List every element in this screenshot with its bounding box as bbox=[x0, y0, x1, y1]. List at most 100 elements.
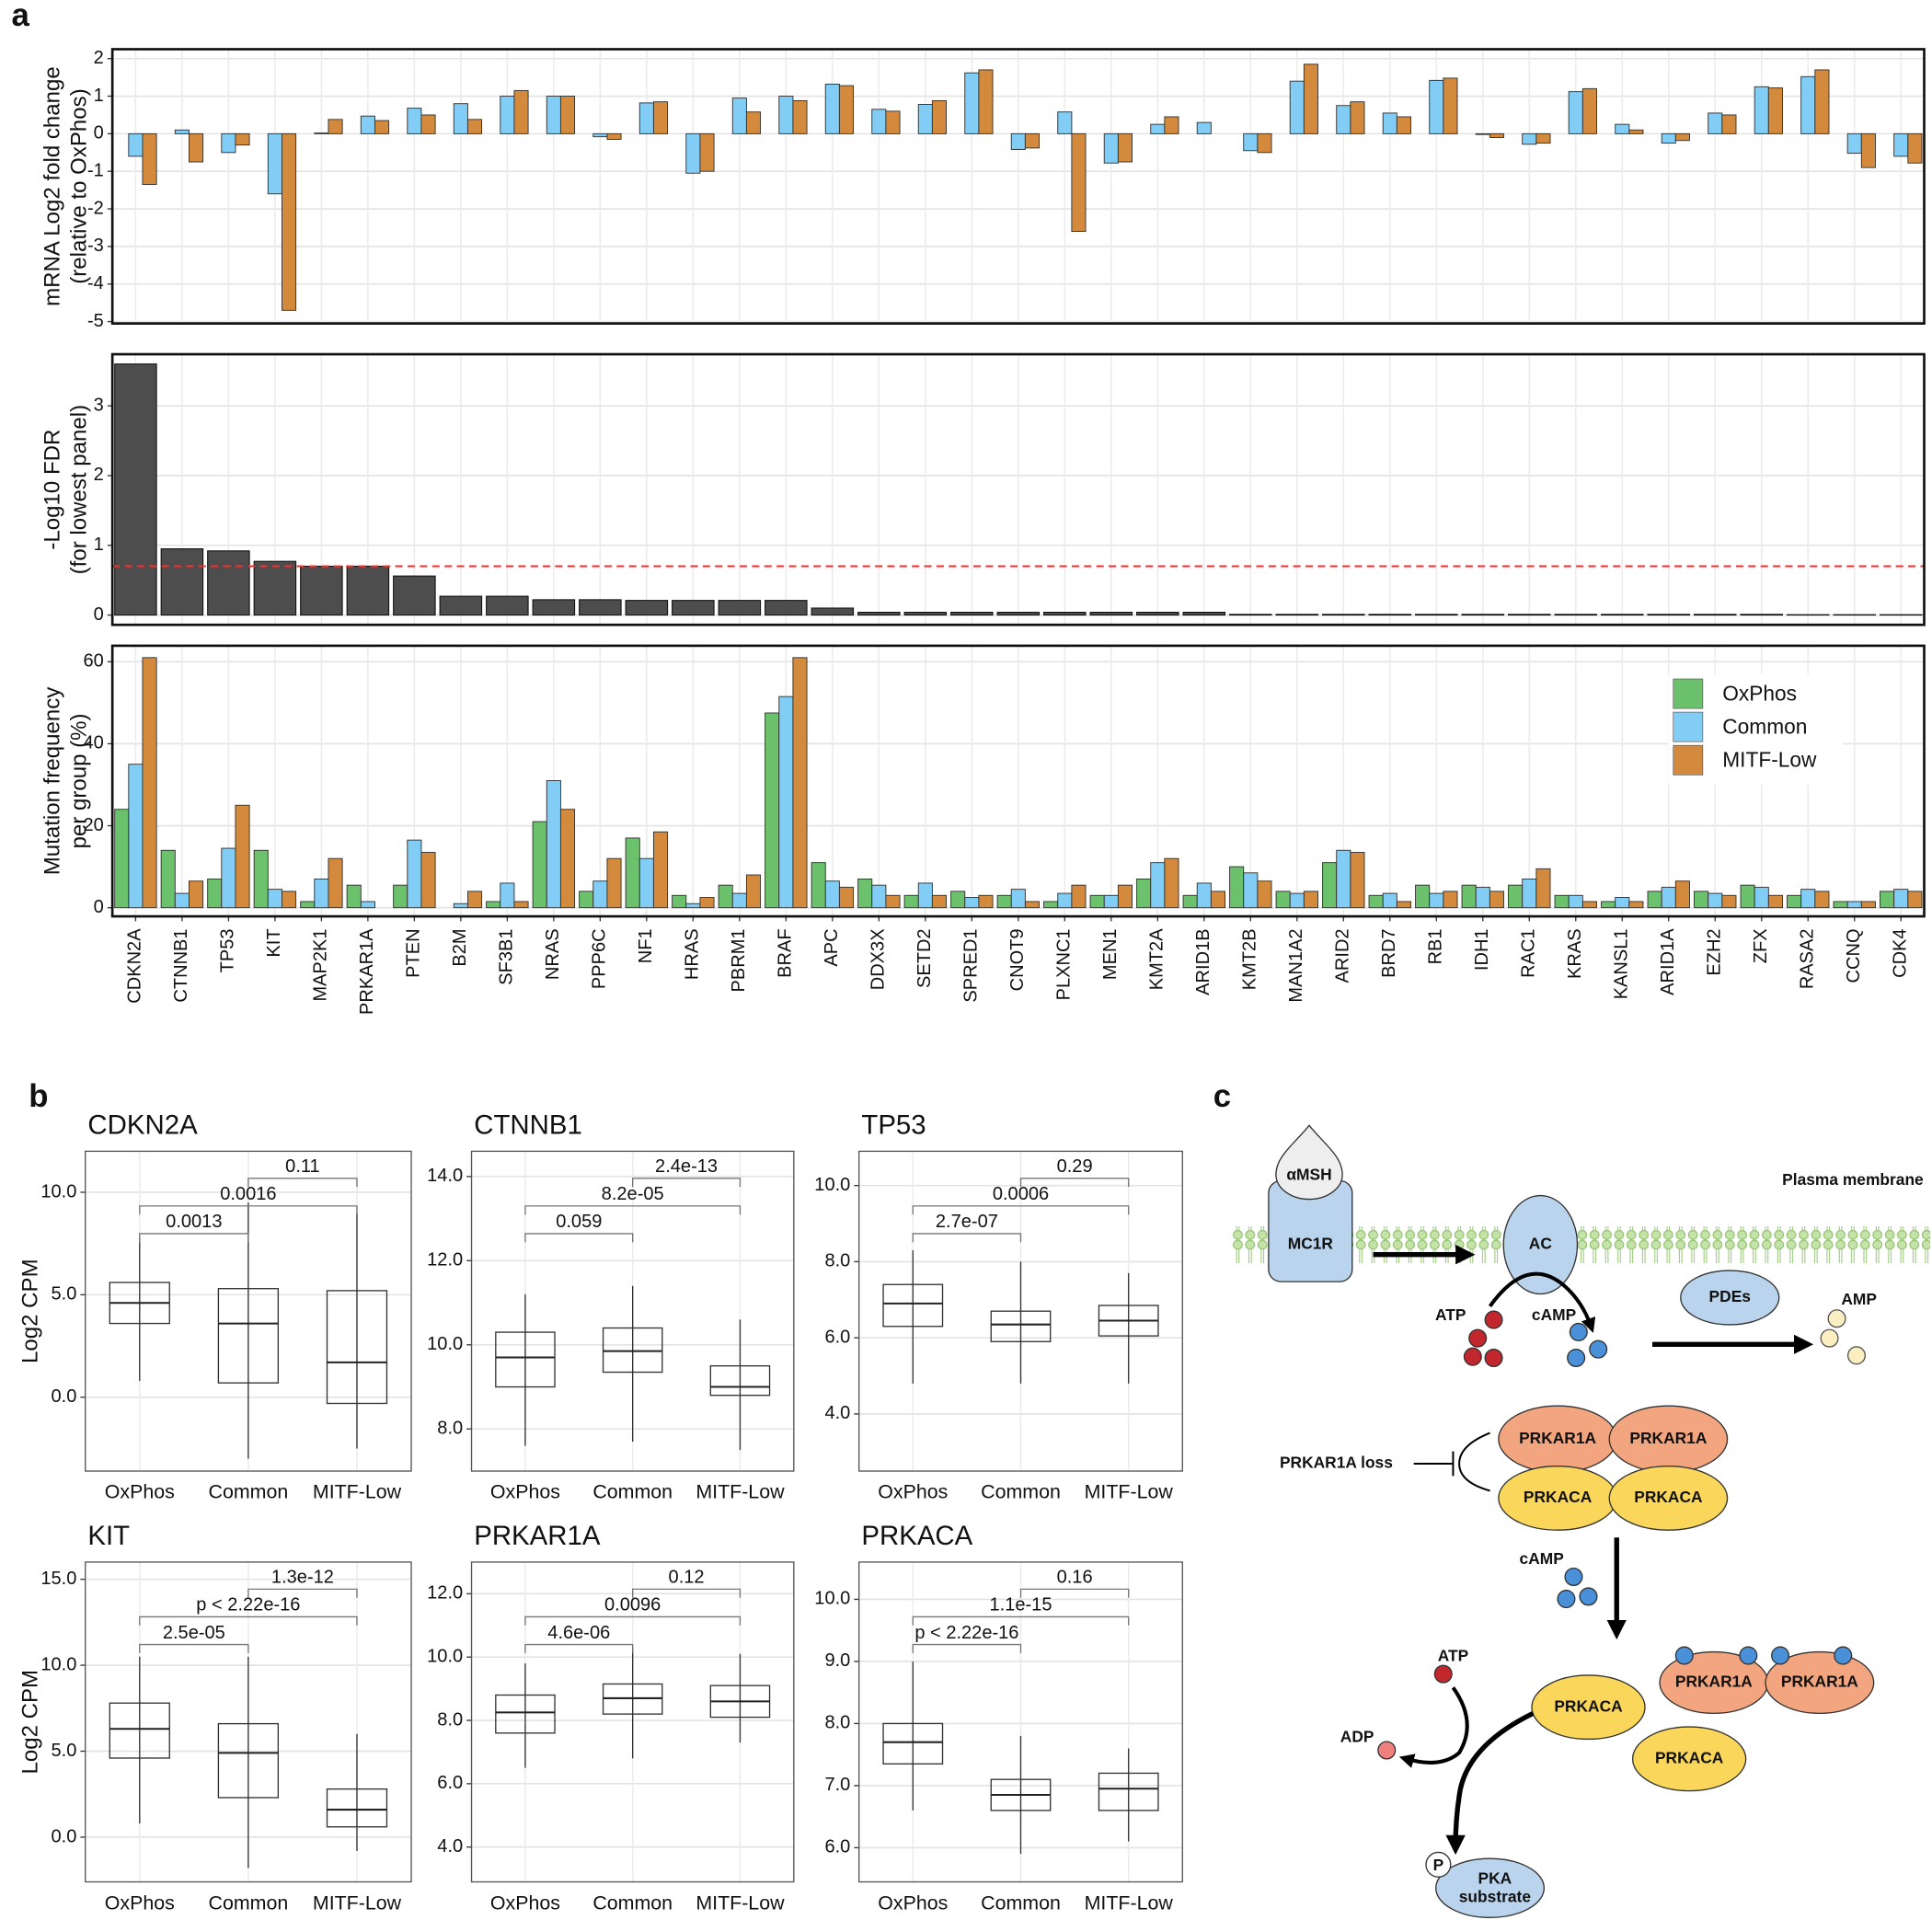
panel-label: b bbox=[29, 1079, 48, 1114]
box bbox=[882, 1283, 944, 1328]
bar bbox=[1475, 132, 1490, 135]
plot-frame bbox=[110, 48, 1926, 325]
adp-label: ADP bbox=[1340, 1728, 1374, 1746]
comparison-label: 1.1e-15 bbox=[989, 1595, 1052, 1615]
pdes bbox=[1680, 1270, 1780, 1326]
bar bbox=[1721, 894, 1737, 909]
y-tick-label: 5.0 bbox=[52, 1741, 77, 1761]
bar bbox=[328, 119, 343, 134]
bar bbox=[606, 857, 622, 909]
comparison-bracket bbox=[524, 1205, 742, 1215]
x-tick-label: OxPhos bbox=[878, 1481, 948, 1503]
bar bbox=[1164, 116, 1179, 134]
bar bbox=[978, 69, 994, 134]
bar bbox=[1708, 112, 1723, 134]
x-tick-label: MITF-Low bbox=[1085, 1891, 1174, 1914]
bar bbox=[407, 839, 422, 909]
bar bbox=[532, 599, 576, 616]
x-tick-label: PPP6C bbox=[590, 928, 610, 989]
bar bbox=[778, 696, 794, 909]
bar bbox=[128, 764, 144, 909]
y-axis-label: per group (%) bbox=[67, 713, 92, 848]
panel-label: a bbox=[12, 0, 30, 33]
bar bbox=[1554, 894, 1570, 909]
x-tick-label: B2M bbox=[450, 928, 470, 966]
x-tick-label: MITF-Low bbox=[313, 1891, 402, 1914]
y-tick-label: 12.0 bbox=[427, 1250, 463, 1270]
atp-label: ATP bbox=[1435, 1305, 1466, 1324]
bar bbox=[420, 852, 436, 909]
bar bbox=[314, 879, 329, 909]
bar bbox=[1814, 69, 1830, 134]
bar bbox=[718, 600, 762, 616]
bar bbox=[838, 886, 855, 909]
x-tick-label: PBRM1 bbox=[729, 928, 749, 992]
phosphate bbox=[1425, 1851, 1452, 1878]
bar bbox=[188, 880, 204, 909]
x-tick-label: Common bbox=[592, 1891, 673, 1914]
comparison-bracket bbox=[524, 1615, 742, 1626]
bar bbox=[466, 119, 483, 134]
y-tick-label: 10.0 bbox=[427, 1646, 463, 1666]
plot-frame bbox=[85, 1561, 412, 1883]
y-axis-label: -Log10 FDR bbox=[40, 430, 64, 550]
x-tick-label: HRAS bbox=[683, 928, 703, 980]
bar bbox=[1150, 862, 1166, 909]
comparison-label: 0.0013 bbox=[166, 1212, 222, 1232]
comparison-label: 0.059 bbox=[556, 1212, 602, 1232]
y-tick-label: 6.0 bbox=[824, 1327, 850, 1347]
camp-label: cAMP bbox=[1520, 1549, 1564, 1568]
bar bbox=[300, 901, 316, 909]
bar bbox=[453, 103, 468, 134]
ligand-label: αMSH bbox=[1286, 1166, 1331, 1184]
x-tick-label: MITF-Low bbox=[1085, 1481, 1174, 1503]
bar bbox=[559, 809, 576, 909]
x-tick-label: OxPhos bbox=[878, 1891, 948, 1914]
y-tick-label: 6.0 bbox=[824, 1837, 850, 1857]
pdes-label: PDEs bbox=[1709, 1287, 1751, 1305]
bar bbox=[1628, 901, 1644, 909]
bar bbox=[1043, 611, 1087, 616]
bar bbox=[857, 879, 873, 909]
bar bbox=[1489, 891, 1504, 909]
y-axis-label: (relative to OxPhos) bbox=[67, 88, 92, 284]
bar bbox=[1860, 132, 1876, 168]
comparison-label: 0.12 bbox=[669, 1568, 705, 1588]
bar bbox=[652, 101, 669, 134]
bar bbox=[114, 809, 130, 909]
catalytic-subunit bbox=[1608, 1465, 1729, 1531]
panel-label: c bbox=[1213, 1079, 1231, 1114]
ligand bbox=[1275, 1124, 1343, 1201]
bar bbox=[1708, 892, 1723, 909]
regulatory-label: PRKAR1A bbox=[1629, 1429, 1707, 1447]
y-tick-label: 8.0 bbox=[437, 1419, 463, 1439]
bar bbox=[1615, 123, 1630, 134]
bar bbox=[1429, 892, 1444, 909]
bar bbox=[579, 891, 594, 909]
bar bbox=[500, 96, 515, 134]
x-tick-label: KANSL1 bbox=[1612, 928, 1632, 999]
box bbox=[709, 1364, 771, 1397]
x-tick-label: KRAS bbox=[1565, 928, 1585, 979]
receptor-label: MC1R bbox=[1288, 1235, 1334, 1253]
bar bbox=[1382, 112, 1397, 134]
bar bbox=[1568, 894, 1583, 909]
bar bbox=[1767, 87, 1783, 134]
plot-frame bbox=[110, 644, 1926, 918]
bar bbox=[174, 892, 190, 909]
bar bbox=[1522, 132, 1537, 145]
x-tick-label: NF1 bbox=[636, 928, 656, 963]
bar bbox=[235, 804, 250, 909]
bar bbox=[996, 611, 1041, 616]
y-tick-label: 4.0 bbox=[824, 1403, 850, 1423]
y-axis-label: Log2 CPM bbox=[17, 1259, 42, 1363]
bar bbox=[500, 882, 515, 909]
regulatory-label: PRKAR1A bbox=[1519, 1429, 1596, 1447]
x-tick-label: KIT bbox=[264, 928, 284, 957]
bar bbox=[1164, 857, 1179, 909]
y-tick-label: 6.0 bbox=[437, 1773, 463, 1793]
arrow bbox=[1398, 1686, 1469, 1768]
bar bbox=[253, 560, 297, 616]
comparison-bracket bbox=[247, 1588, 358, 1598]
bar bbox=[1721, 114, 1737, 134]
